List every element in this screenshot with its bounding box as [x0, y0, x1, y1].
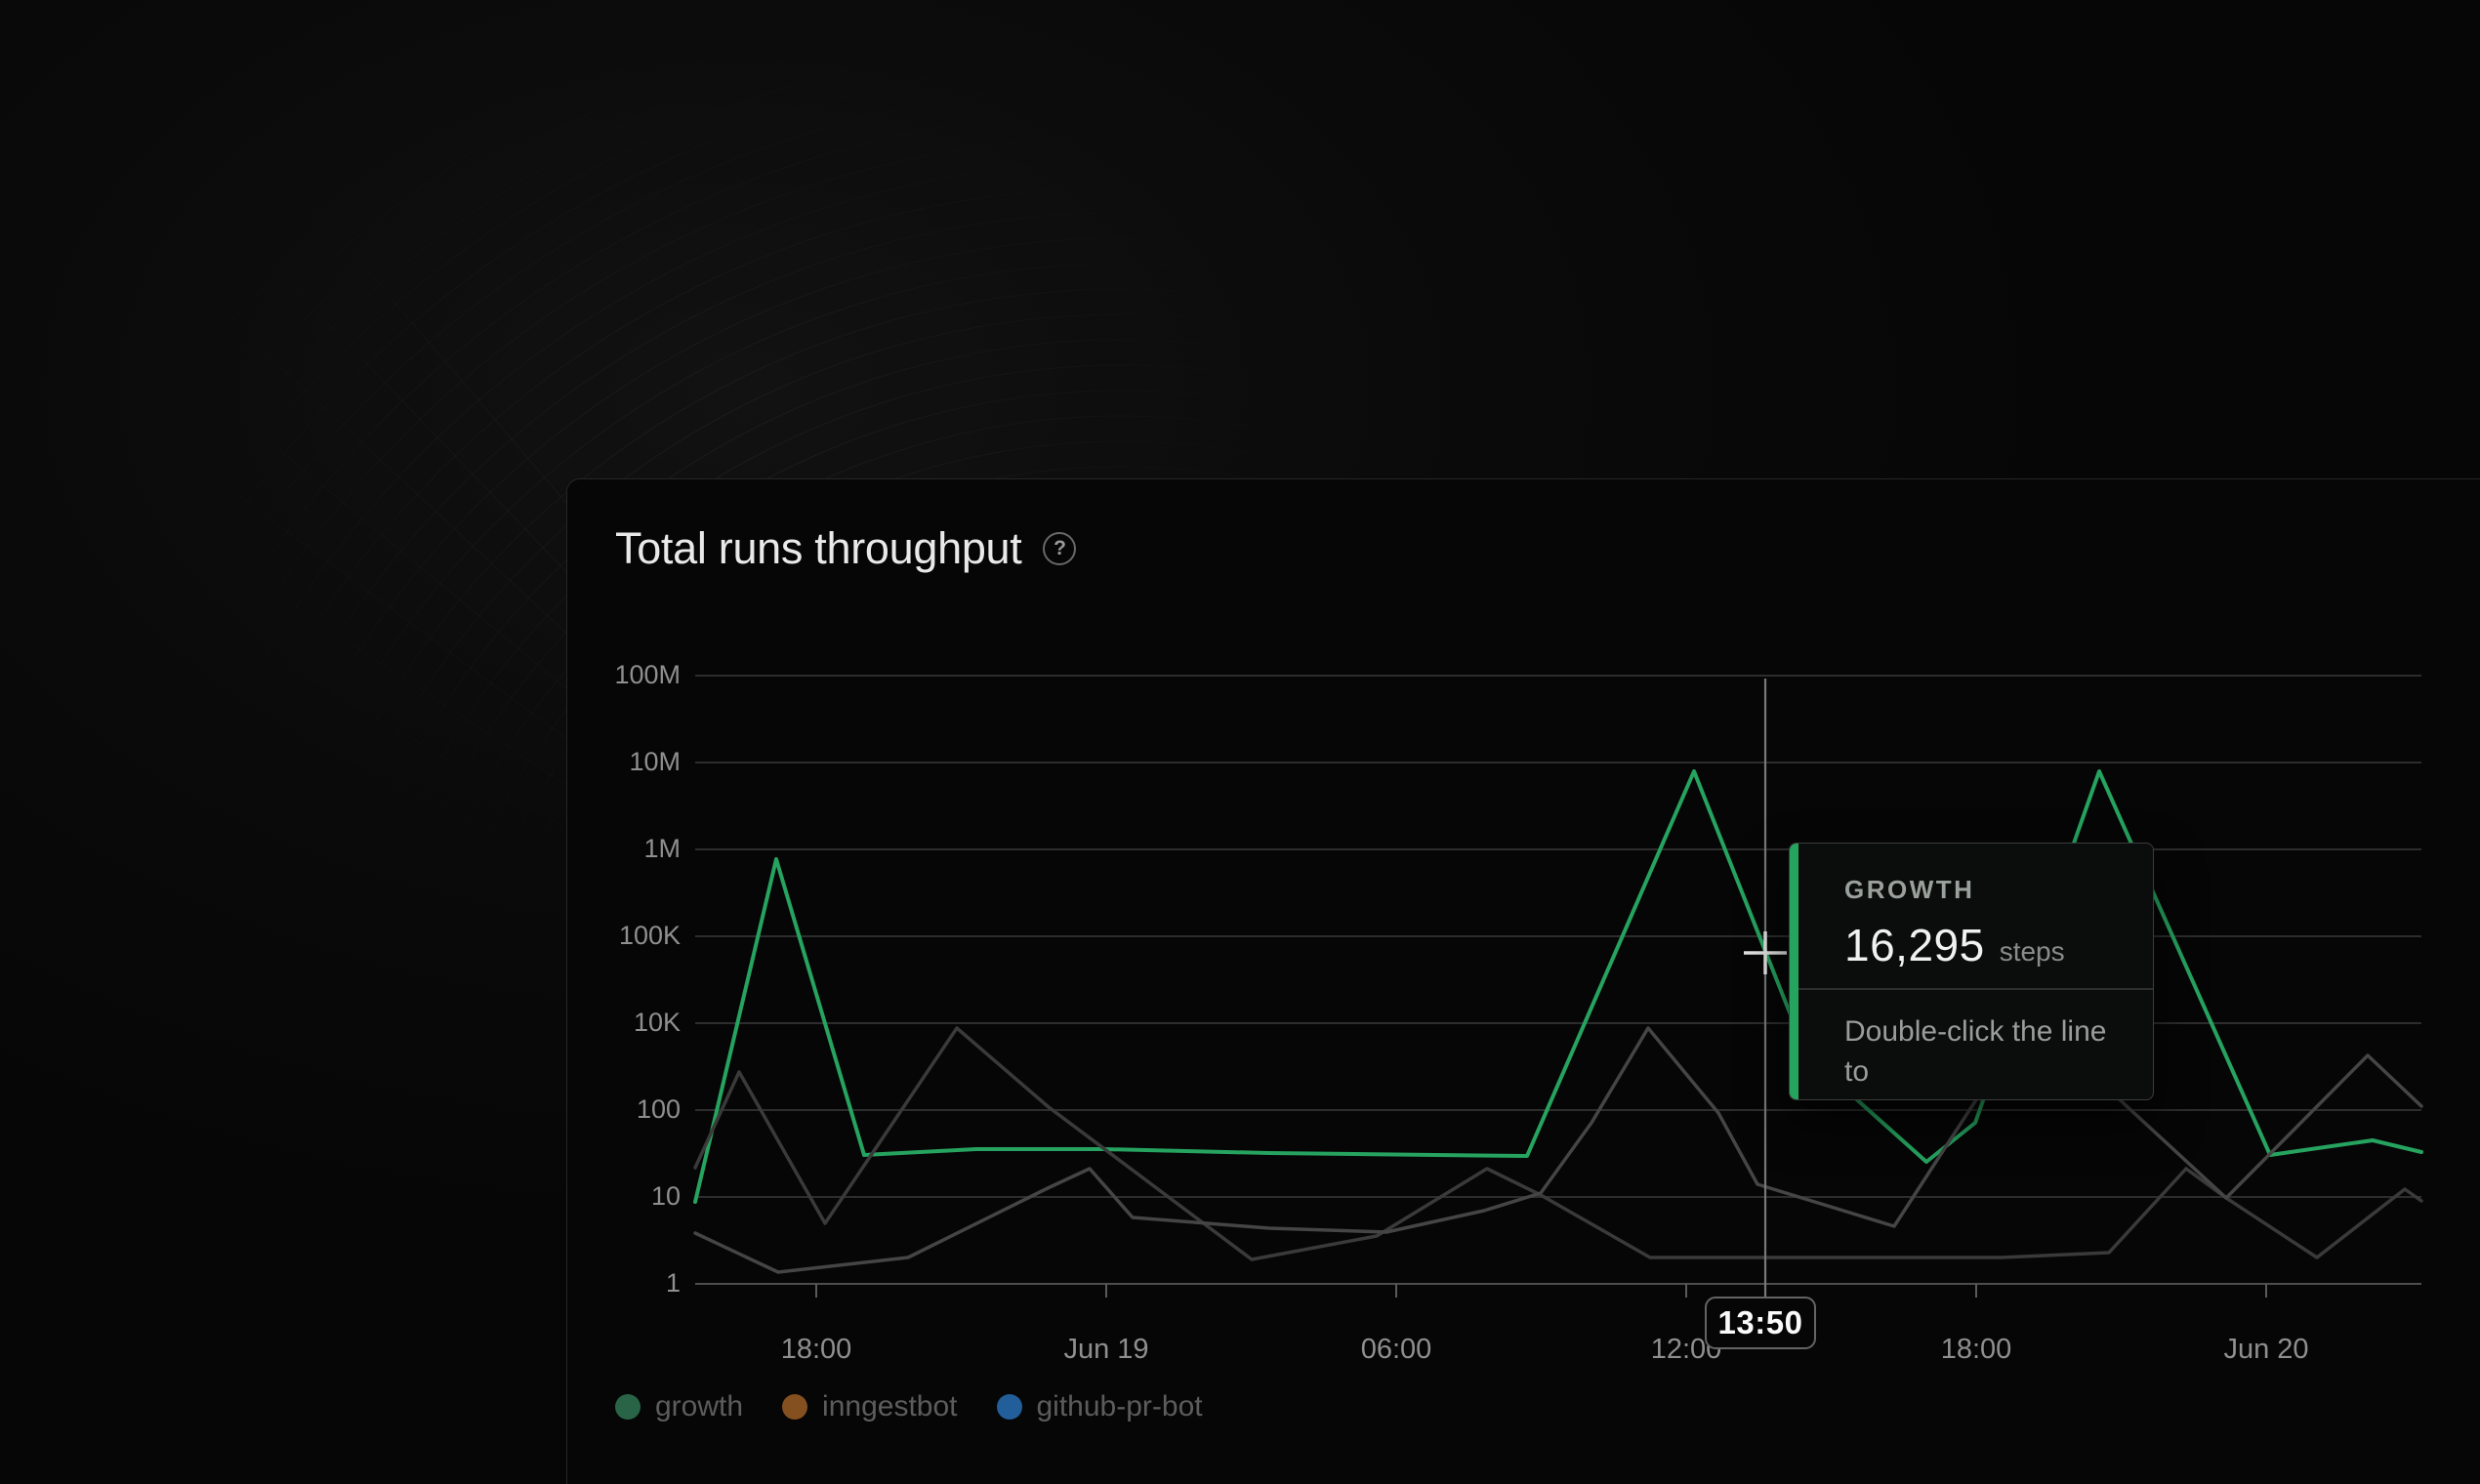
tooltip-header: GROWTH 16,295 steps [1790, 844, 2153, 988]
tooltip-hint: Double-click the line to filter by app o… [1844, 1014, 2107, 1100]
x-axis-label: Jun 19 [1063, 1334, 1149, 1365]
x-axis-label: 18:00 [1940, 1334, 2012, 1365]
hover-tooltip: GROWTH 16,295 steps Double-click the lin… [1789, 843, 2154, 1100]
card-header: Total runs throughput ? [615, 523, 1077, 574]
x-axis-label: Jun 20 [2223, 1334, 2309, 1365]
x-axis-label: 06:00 [1360, 1334, 1432, 1365]
legend-item-github-pr-bot[interactable]: github-pr-bot [996, 1390, 1203, 1423]
x-axis-label: 18:00 [780, 1334, 852, 1365]
y-axis-label: 10 [650, 1181, 681, 1211]
legend-dot-icon [615, 1394, 641, 1420]
y-axis-label: 10K [633, 1008, 681, 1037]
tooltip-value: 16,295 [1844, 920, 1985, 970]
legend-item-growth[interactable]: growth [615, 1390, 743, 1423]
help-icon[interactable]: ? [1043, 532, 1077, 565]
chart-legend: growth inngestbot github-pr-bot [615, 1390, 1203, 1423]
legend-dot-icon [996, 1394, 1022, 1420]
legend-label: growth [655, 1390, 744, 1422]
y-axis-label: 100 [636, 1094, 681, 1124]
y-axis-label: 100K [618, 921, 681, 950]
y-axis-label: 1M [643, 834, 681, 863]
y-axis-label: 100M [614, 660, 681, 689]
legend-dot-icon [782, 1394, 808, 1420]
crosshair-time-badge: 13:50 [1705, 1297, 1816, 1349]
y-axis-label: 10M [629, 747, 681, 776]
tooltip-unit: steps [1999, 936, 2065, 967]
tooltip-accent-bar [1790, 844, 1798, 1099]
legend-label: inngestbot [822, 1390, 958, 1422]
y-axis-label: 1 [665, 1268, 681, 1298]
legend-label: github-pr-bot [1036, 1390, 1203, 1422]
tooltip-series-name: GROWTH [1844, 875, 1975, 904]
legend-item-inngestbot[interactable]: inngestbot [782, 1390, 958, 1423]
chart-title: Total runs throughput [615, 523, 1022, 573]
tooltip-divider [1790, 988, 2153, 990]
